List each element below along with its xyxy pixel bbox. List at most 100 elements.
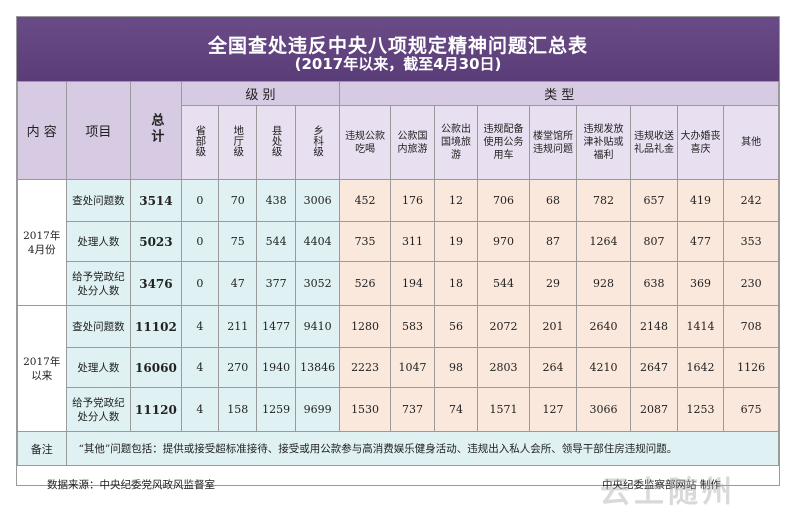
type-cell: 4210: [575, 347, 632, 388]
header-level-county-text: 县处级: [270, 124, 283, 157]
type-cell: 1571: [476, 387, 531, 432]
row-total: 11120: [130, 387, 182, 432]
type-cell: 419: [676, 179, 725, 222]
row-total: 5023: [130, 221, 182, 262]
type-cell: 242: [723, 179, 779, 222]
header-type-domestic-travel: 公款国内旅游: [389, 105, 436, 180]
table-row: 处理人数 5023 0 75 544 4404 735 311 19 970 87 1264 807 47…: [18, 221, 779, 262]
note-label: 备注: [17, 431, 67, 466]
header-level-province: 省部级: [180, 105, 220, 180]
header-level-township: 乡科级: [294, 105, 341, 180]
type-cell: 19: [434, 221, 478, 262]
level-cell: 3052: [294, 261, 341, 306]
group-label: 2017年4月份: [17, 179, 67, 306]
level-cell: 270: [218, 347, 258, 388]
type-cell: 176: [389, 179, 436, 222]
level-cell: 544: [256, 221, 296, 262]
type-cell: 98: [434, 347, 478, 388]
type-cell: 369: [676, 261, 725, 306]
type-cell: 2647: [630, 347, 678, 388]
row-item-label: 查处问题数: [65, 305, 132, 348]
note-text: “其他”问题包括：提供或接受超标准接待、接受或用公款参与高消费娱乐健身活动、违规…: [65, 431, 779, 466]
table-row: 2017年以来 查处问题数 11102 4 211 1477 9410 1280 583 56 20…: [17, 305, 779, 432]
row-total: 3476: [130, 261, 182, 306]
header-type-other: 其他: [723, 105, 779, 180]
type-cell: 970: [476, 221, 531, 262]
type-cell: 526: [339, 261, 391, 306]
type-cell: 18: [434, 261, 478, 306]
header-type-gifts: 违规收送礼品礼金: [630, 105, 678, 180]
level-cell: 47: [218, 261, 258, 306]
type-cell: 56: [434, 305, 478, 348]
header-level-prefecture: 地厅级: [218, 105, 258, 180]
level-cell: 158: [218, 387, 258, 432]
type-cell: 1264: [575, 221, 632, 262]
row-item-label: 给予党政纪处分人数: [65, 261, 132, 306]
type-cell: 737: [389, 387, 436, 432]
level-cell: 9410: [294, 305, 341, 348]
header-item: 项目: [65, 81, 132, 180]
level-cell: 4: [180, 305, 220, 348]
header-level-prefecture-text: 地厅级: [232, 124, 245, 157]
type-cell: 311: [389, 221, 436, 262]
data-source: 数据来源：中央纪委党风政风监督室: [47, 479, 215, 491]
type-cell: 1280: [339, 305, 391, 348]
type-cell: 735: [339, 221, 391, 262]
header-type-official-car: 违规配备使用公务用车: [476, 105, 531, 180]
type-cell: 2223: [339, 347, 391, 388]
row-item-label: 处理人数: [65, 347, 132, 388]
type-cell: 675: [723, 387, 779, 432]
level-cell: 4: [180, 347, 220, 388]
table-row: 处理人数 16060 4 270 1940 13846 2223 1047 98 2803 264 4…: [18, 347, 779, 388]
table-title: 全国查处违反中央八项规定精神问题汇总表: [207, 35, 588, 57]
row-total: 16060: [130, 347, 182, 388]
level-cell: 70: [218, 179, 258, 222]
type-cell: 3066: [575, 387, 632, 432]
type-cell: 583: [389, 305, 436, 348]
type-cell: 657: [630, 179, 678, 222]
type-cell: 264: [529, 347, 577, 388]
level-cell: 1477: [256, 305, 296, 348]
type-cell: 706: [476, 179, 531, 222]
header-level-township-text: 乡科级: [312, 124, 325, 157]
table-subtitle: (2017年以来，截至4月30日): [294, 55, 502, 73]
type-cell: 807: [630, 221, 678, 262]
level-cell: 13846: [294, 347, 341, 388]
type-cell: 1253: [676, 387, 725, 432]
type-cell: 230: [723, 261, 779, 306]
type-cell: 12: [434, 179, 478, 222]
header-level-group: 级 别: [180, 81, 341, 106]
type-cell: 2640: [575, 305, 632, 348]
type-cell: 452: [339, 179, 391, 222]
level-cell: 211: [218, 305, 258, 348]
type-cell: 2148: [630, 305, 678, 348]
type-cell: 928: [575, 261, 632, 306]
row-total: 3514: [130, 179, 182, 222]
level-cell: 75: [218, 221, 258, 262]
header-total-text: 总计: [148, 112, 164, 145]
level-cell: 1259: [256, 387, 296, 432]
header-type-group: 类 型: [339, 81, 779, 106]
note-row: 备注 “其他”问题包括：提供或接受超标准接待、接受或用公款参与高消费娱乐健身活动、…: [17, 431, 779, 466]
title-band: 全国查处违反中央八项规定精神问题汇总表 (2017年以来，截至4月30日): [17, 17, 779, 81]
type-cell: 1047: [389, 347, 436, 388]
table-row: 给予党政纪处分人数 11120 4 158 1259 9699 1530 737 74 1571 1…: [18, 387, 779, 432]
type-cell: 708: [723, 305, 779, 348]
type-cell: 194: [389, 261, 436, 306]
level-cell: 4404: [294, 221, 341, 262]
type-cell: 201: [529, 305, 577, 348]
type-cell: 544: [476, 261, 531, 306]
type-cell: 1414: [676, 305, 725, 348]
level-cell: 3006: [294, 179, 341, 222]
row-item-label: 处理人数: [65, 221, 132, 262]
header-type-weddings-funerals: 大办婚丧喜庆: [676, 105, 725, 180]
level-cell: 0: [180, 179, 220, 222]
header-type-banquet: 违规公款吃喝: [339, 105, 391, 180]
data-table: 内 容 项目 总计 级 别 类 型 省部级 地厅级 县处级 乡科级 违规公款吃喝…: [17, 81, 779, 466]
type-cell: 782: [575, 179, 632, 222]
header-total: 总计: [130, 81, 182, 180]
watermark-logo: 云上随州: [600, 475, 736, 510]
type-cell: 1530: [339, 387, 391, 432]
level-cell: 4: [180, 387, 220, 432]
level-cell: 9699: [294, 387, 341, 432]
